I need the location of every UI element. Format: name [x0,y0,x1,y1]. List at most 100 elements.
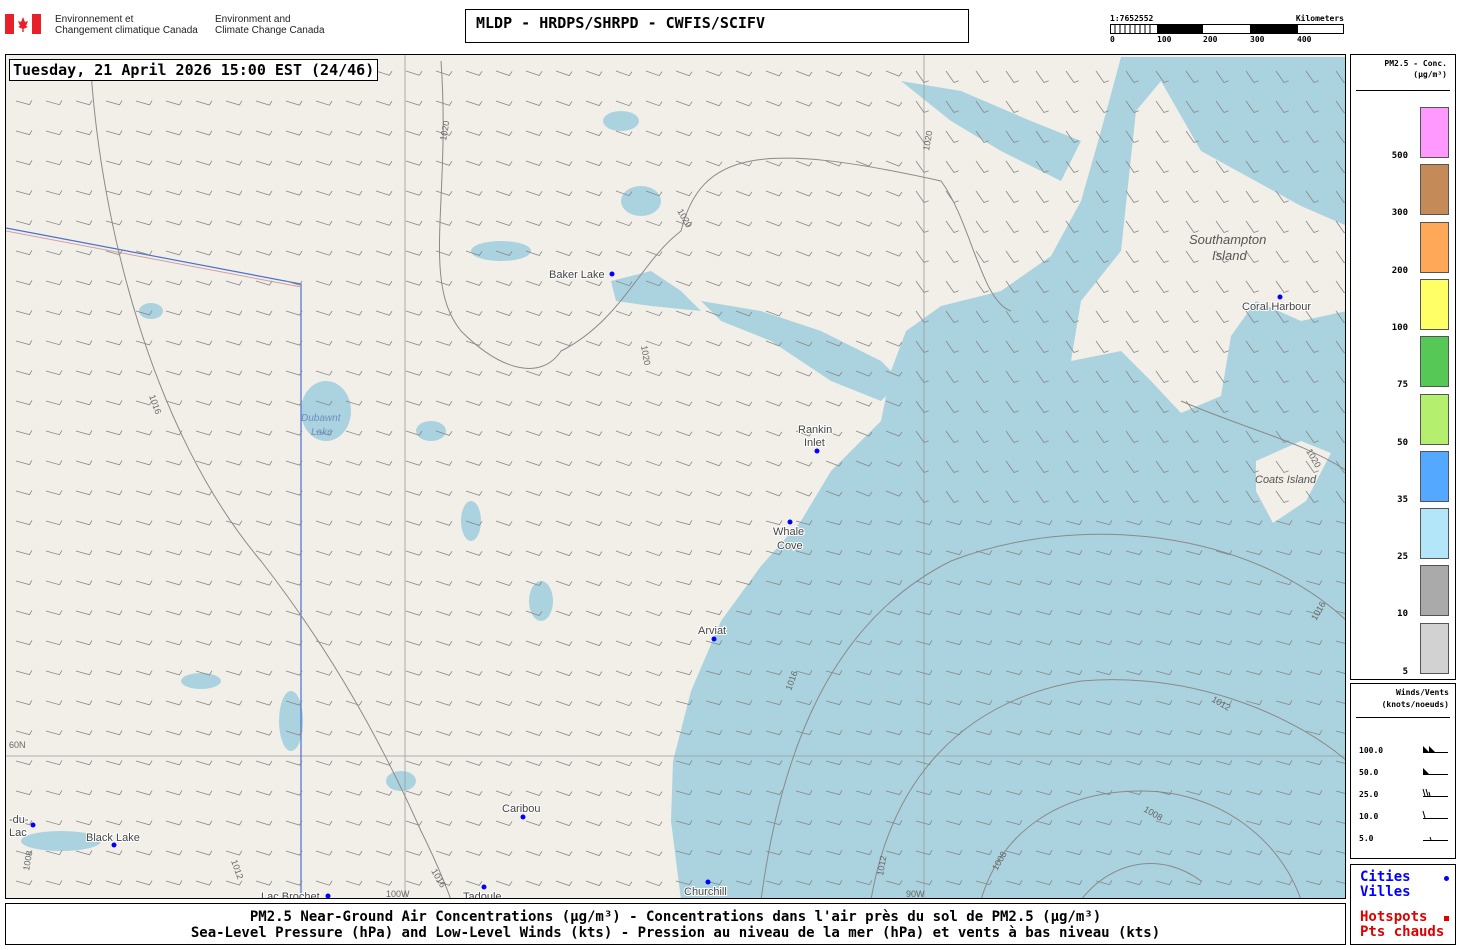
wind-barb [1065,520,1083,526]
city-dot-lac-brochet[interactable] [325,893,331,899]
wind-barb [1035,730,1053,736]
wind-barb [855,220,873,227]
wind-barb [1095,760,1113,766]
wind-barb [855,190,873,197]
pm-level-75: 75 [1351,336,1457,390]
wind-barb [1275,730,1293,736]
wind-barb [765,250,783,257]
city-dot-coral-harbour[interactable] [1277,294,1283,300]
wind-barb [195,550,213,556]
wind-barb [75,580,93,586]
wind-barb [285,430,303,436]
city-dot-arviat[interactable] [711,636,717,642]
wind-barb [165,790,183,796]
wind-barb [615,730,633,737]
wind-barb [675,700,693,706]
wind-barb [915,520,933,526]
city-label: Lac [9,827,27,839]
wind-barb [1275,850,1293,856]
wind-barb [435,880,453,886]
wind-barb [765,310,783,317]
wind-barb [135,310,153,316]
map-view[interactable]: 1020 1020 1020 1020 1016 1016 1016 1016 … [5,54,1346,899]
wind-barb [795,790,813,796]
wind-barb [1185,580,1203,586]
wind-barb [735,610,753,616]
wind-barb [1305,640,1323,646]
wind-barb [915,550,933,556]
wind-barb [735,580,753,586]
wind-barb [255,430,273,436]
baker-lake-water [611,271,701,311]
wind-barb [915,850,933,856]
wind-barb [1335,400,1345,413]
wind-barb [525,610,543,616]
wind-barb [135,340,153,346]
wind-barb [375,700,393,706]
wind-barb [1065,370,1079,383]
wind-barb [1035,250,1049,263]
city-dot-tadoule[interactable] [481,884,487,890]
map-canvas[interactable]: 1020 1020 1020 1020 1016 1016 1016 1016 … [6,55,1346,899]
city-dot-rankin-inlet[interactable] [814,448,820,454]
wind-barb [615,70,633,77]
wind-barb [555,250,573,257]
wind-barb [1095,730,1113,736]
city-labels: Baker Lake Rankin Inlet Whale Cove Arvia… [8,268,1312,898]
wind-barb [645,370,663,377]
wind-barb [555,580,573,587]
wind-barb [225,190,243,196]
wind-barb [15,130,33,136]
wind-barb [345,640,363,646]
wind-barb [525,220,543,226]
wind-barb [1095,280,1109,293]
wind-barb [345,190,363,196]
wind-barb [75,880,93,886]
wind-barb [195,490,213,496]
wind-barb [75,670,93,676]
wind-barb [75,220,93,226]
wind-barb [645,340,663,347]
wind-barb [915,730,933,736]
wind-barb [1215,730,1233,736]
city-dot-churchill[interactable] [705,879,711,885]
city-dot-caribou[interactable] [520,814,526,820]
wind-barb [855,730,873,736]
wind-barb [525,340,543,346]
pm-legend-title: PM2.5 - Conc. [1384,59,1447,68]
wind-barb [495,160,513,166]
wind-barb [75,760,93,766]
wind-level-row: 100.0 [1351,746,1455,768]
wind-barb [1065,460,1079,473]
wind-barb [1035,370,1049,383]
wind-barb [1185,520,1203,526]
wind-barb [585,340,603,347]
city-label: Whale [773,526,804,538]
wind-barb [75,700,93,706]
logo-en: Environment and Climate Change Canada [215,14,325,36]
wind-barb [765,670,783,676]
wind-barb [1065,490,1079,503]
wind-barb [45,400,63,406]
wind-barb [495,190,513,196]
wind-barb [765,460,783,467]
wind-barb [675,70,693,77]
wind-barb [525,520,543,526]
wind-barb [375,850,393,856]
wind-barb [135,520,153,526]
wind-barb [1245,550,1263,556]
wind-barb [825,310,843,317]
wind-barb [1215,700,1233,706]
city-dot-whale-cove[interactable] [787,519,793,525]
wind-barb [1155,550,1173,556]
wind-barb [585,280,603,287]
wind-barb [165,760,183,766]
city-dot-black-lake[interactable] [111,842,117,848]
wind-barb [1005,460,1019,473]
map-caption: PM2.5 Near-Ground Air Concentrations (µg… [5,903,1346,945]
wind-barb [975,880,993,886]
wind-barb [645,310,663,317]
wind-barb [1005,130,1019,143]
city-dot-du-lac[interactable] [30,822,36,828]
city-dot-baker-lake[interactable] [609,271,615,277]
